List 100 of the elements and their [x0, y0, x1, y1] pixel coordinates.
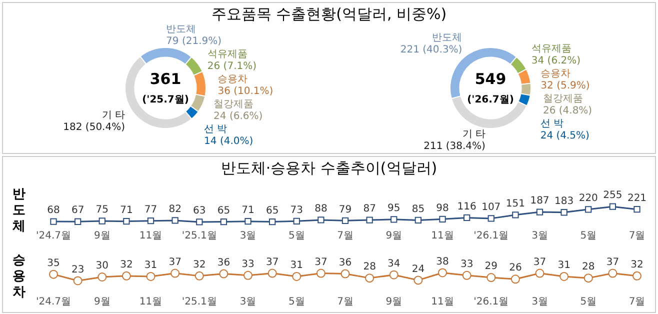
data-label: 36 (10.1%) [218, 86, 274, 98]
data-label: 29 [484, 261, 498, 272]
point [220, 218, 228, 226]
data-label: 77 [144, 204, 158, 216]
point [488, 215, 494, 222]
data-label: 79 [338, 204, 352, 216]
point [365, 274, 374, 283]
data-label: 221 [627, 192, 647, 204]
data-label: 220 [578, 192, 598, 204]
data-label: 255 [603, 190, 622, 202]
point [196, 218, 203, 226]
data-label: 32 [630, 260, 644, 271]
data-label: 32 [193, 260, 206, 271]
point [632, 271, 642, 280]
point [340, 269, 350, 278]
data-label: 88 [314, 204, 328, 215]
data-label: 151 [506, 198, 525, 210]
point [318, 216, 324, 224]
x-tick-label: 3월 [532, 296, 548, 308]
text: 주요품목 수출현황(억달러, 비중%) [210, 4, 448, 25]
x-tick-label: 9월 [386, 296, 402, 308]
data-label: 32 [120, 260, 133, 271]
point [123, 218, 130, 225]
x-tick-label: 7월 [628, 230, 646, 242]
slice-label: 철강제품 [542, 94, 583, 105]
point [172, 217, 178, 224]
data-label: 187 [530, 196, 550, 207]
text: ('25.7월) [142, 94, 189, 106]
slice-label: 선 박 [204, 124, 228, 136]
text: 549 [474, 70, 506, 88]
point [73, 276, 82, 286]
point [194, 271, 204, 280]
x-tick-label: '26.1월 [474, 230, 509, 242]
data-label: 107 [482, 202, 501, 214]
point [98, 218, 106, 224]
point [49, 270, 58, 279]
data-label: 85 [412, 204, 425, 215]
slice-label: 승용차 [218, 74, 248, 86]
point [634, 206, 640, 213]
point [560, 272, 569, 281]
data-label: 24 (6.6%) [214, 111, 263, 122]
point [146, 272, 156, 281]
point [268, 218, 276, 226]
data-label: 28 [363, 262, 376, 273]
data-label: 26 [509, 262, 522, 274]
data-label: 36 [338, 257, 352, 268]
point [342, 217, 349, 224]
data-label: 37 [266, 256, 279, 268]
data-label: 33 [460, 258, 474, 270]
x-tick-label: 5월 [580, 296, 597, 308]
point [268, 268, 277, 278]
data-label: 87 [363, 204, 376, 215]
slice-label: 기 타 [462, 128, 486, 140]
point [74, 218, 82, 225]
data-label: 65 [266, 205, 279, 216]
chart-title: 반도체·승용차 수출추이(억달러) [220, 158, 438, 179]
data-label: 82 [168, 204, 182, 216]
slice-label: 기 타 [102, 110, 126, 122]
point [463, 214, 470, 222]
point [244, 218, 252, 225]
point [316, 268, 326, 278]
x-tick-label: 7월 [337, 296, 354, 308]
point [585, 206, 592, 213]
data-label: 63 [193, 206, 206, 217]
data-label: 34 [388, 258, 400, 270]
x-tick-label: 9월 [94, 296, 110, 308]
point [439, 216, 446, 222]
data-label: 37 [606, 256, 620, 268]
data-label: 14 (4.0%) [204, 136, 254, 148]
data-label: 36 [217, 257, 230, 268]
slice-label: 석유제품 [207, 49, 248, 60]
data-label: 73 [290, 204, 303, 216]
x-tick-label: 5월 [580, 230, 597, 242]
data-label: 23 [71, 264, 84, 276]
point [536, 208, 544, 216]
x-tick-label: '25.1월 [182, 296, 217, 308]
slice-label: 반도체 [166, 24, 196, 36]
x-tick-label: 11월 [431, 230, 454, 242]
point [219, 269, 228, 278]
data-label: 34 (6.2%) [531, 56, 581, 67]
x-tick-label: 11월 [139, 230, 162, 242]
data-label: 37 [533, 256, 546, 268]
data-label: 24 (4.5%) [540, 130, 590, 142]
text: ('26.7월) [467, 94, 514, 106]
data-label: 26 (7.1%) [207, 61, 257, 72]
data-label: 211 (38.4%) [424, 140, 486, 152]
slice-label: 반도체 [432, 32, 462, 44]
point [609, 203, 616, 210]
point [535, 268, 544, 278]
x-tick-label: '25.1월 [182, 230, 217, 242]
point [389, 270, 398, 280]
point [170, 268, 180, 278]
point [414, 216, 422, 224]
x-tick-label: 11월 [431, 296, 454, 308]
point [366, 216, 373, 224]
point [584, 274, 593, 283]
point [510, 274, 520, 284]
x-tick-label: 7월 [628, 296, 646, 308]
point [292, 272, 302, 281]
point [98, 272, 107, 282]
